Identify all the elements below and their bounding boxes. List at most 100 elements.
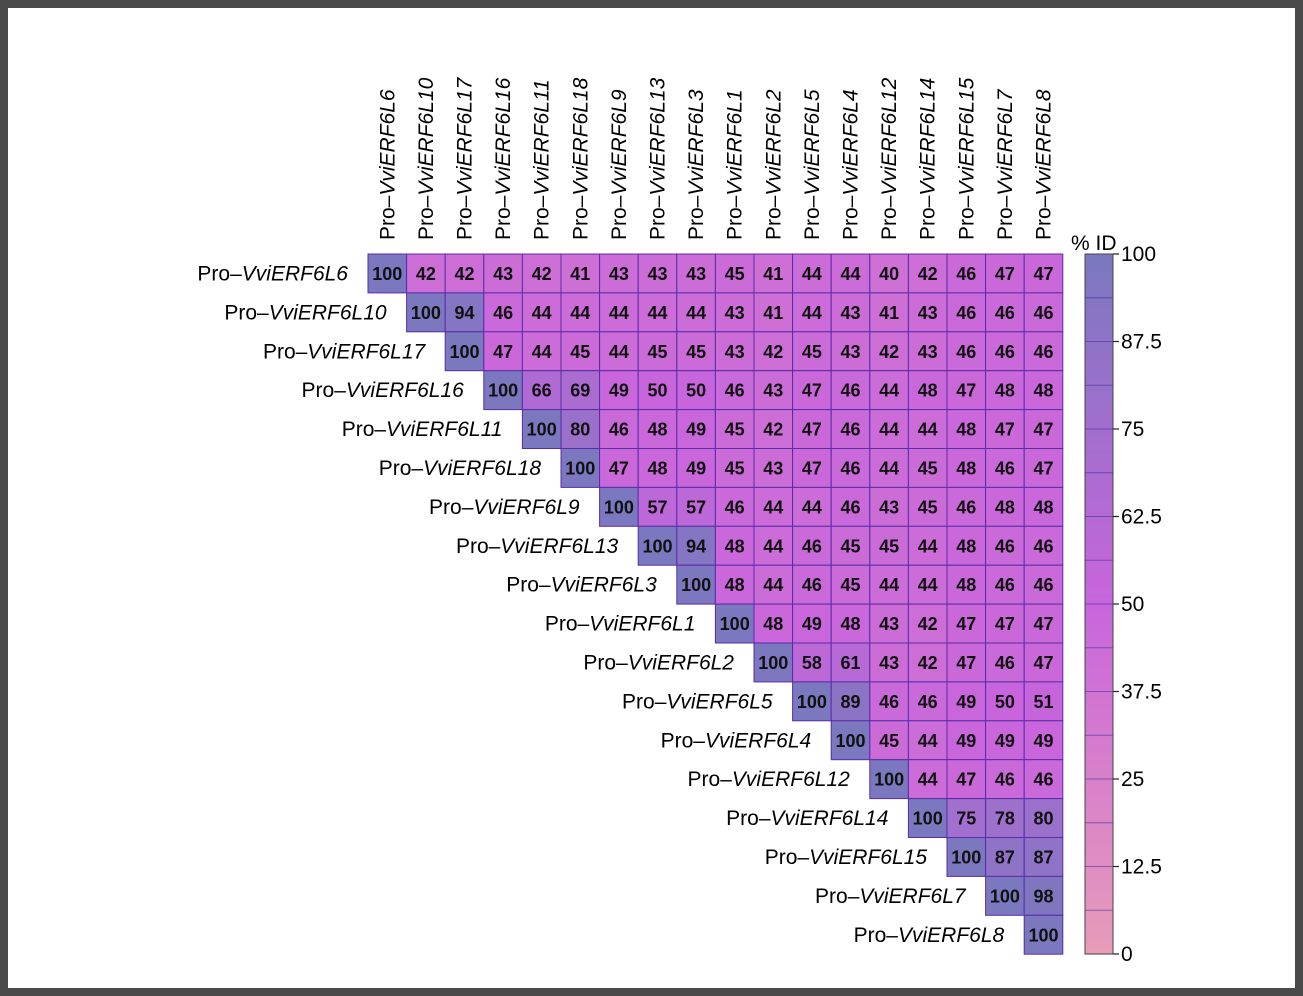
cell-value-label: 45 — [725, 458, 745, 478]
colorbar-segment — [1085, 344, 1113, 350]
heatmap-cell — [792, 409, 832, 450]
cell-value-label: 100 — [642, 536, 672, 556]
heatmap-cell — [830, 448, 871, 488]
colorbar-segment — [1085, 274, 1113, 280]
cell-value-label: 100 — [681, 575, 711, 595]
heatmap-cell — [946, 370, 987, 411]
colorbar-segment — [1085, 789, 1113, 795]
colorbar-segment — [1085, 664, 1113, 670]
cell-value-label: 44 — [879, 575, 899, 595]
cell-value-label: 47 — [956, 770, 976, 790]
heatmap-cell — [792, 564, 832, 605]
colorbar-segment — [1085, 364, 1113, 370]
heatmap-cell — [1023, 720, 1064, 761]
colorbar-segment — [1085, 559, 1113, 565]
colorbar-segment — [1085, 424, 1113, 430]
colorbar-segment — [1085, 674, 1113, 680]
row-label: Pro–VviERF6L18 — [379, 457, 542, 480]
cell-value-label: 46 — [918, 692, 938, 712]
heatmap-cell — [714, 525, 755, 566]
cell-value-label: 41 — [763, 264, 783, 284]
colorbar-segment — [1085, 304, 1113, 310]
colorbar-segment — [1085, 319, 1113, 325]
heatmap-cell — [792, 292, 832, 333]
cell-value-label: 46 — [956, 497, 976, 517]
cell-value-label: 43 — [725, 303, 745, 323]
colorbar-segment — [1085, 814, 1113, 820]
colorbar-segment — [1085, 939, 1113, 945]
heatmap-cell — [714, 292, 755, 333]
cell-value-label: 57 — [647, 497, 667, 517]
cell-value-label: 98 — [1033, 886, 1053, 906]
heatmap-cell — [946, 409, 987, 450]
colorbar-segment — [1085, 654, 1113, 660]
heatmap-cell — [1023, 331, 1064, 372]
colorbar-segment — [1085, 394, 1113, 400]
column-label: Pro–VviERF6L15 — [955, 77, 978, 240]
cell-value-label: 42 — [416, 264, 436, 284]
cell-value-label: 100 — [835, 731, 865, 751]
colorbar-segment — [1085, 349, 1113, 355]
cell-value-label: 100 — [604, 497, 634, 517]
colorbar-segment — [1085, 624, 1113, 630]
heatmap-cell — [869, 642, 909, 683]
cell-value-label: 46 — [725, 497, 745, 517]
colorbar-segment — [1085, 294, 1113, 300]
colorbar-segment — [1085, 829, 1113, 835]
heatmap-cell — [599, 409, 639, 450]
colorbar-title: % ID — [1071, 232, 1117, 255]
heatmap-cell — [753, 564, 794, 605]
colorbar-segment — [1085, 869, 1113, 875]
colorbar-segment — [1085, 479, 1113, 485]
cell-value-label: 46 — [1033, 342, 1053, 362]
cell-value-label: 45 — [686, 342, 706, 362]
heatmap-cell — [521, 370, 562, 411]
cell-value-label: 49 — [956, 692, 976, 712]
heatmap-cell — [483, 292, 523, 333]
colorbar-tick-label: 0 — [1121, 943, 1133, 966]
colorbar-tick-label: 12.5 — [1121, 856, 1162, 879]
cell-value-label: 46 — [956, 303, 976, 323]
heatmap-cell — [792, 486, 832, 527]
heatmap-cell — [792, 448, 832, 488]
colorbar-segment — [1085, 919, 1113, 925]
cell-value-label: 47 — [802, 458, 822, 478]
cell-value-label: 41 — [763, 303, 783, 323]
colorbar-segment — [1085, 619, 1113, 625]
cell-value-label: 100 — [758, 653, 788, 673]
heatmap-cell — [714, 486, 755, 527]
column-label: Pro–VviERF6L14 — [917, 78, 940, 240]
cell-value-label: 45 — [647, 342, 667, 362]
cell-value-label: 45 — [840, 575, 860, 595]
heatmap-cell — [714, 448, 755, 488]
cell-value-label: 100 — [913, 809, 943, 829]
heatmap-cell — [1023, 370, 1064, 411]
colorbar-segment — [1085, 284, 1113, 290]
cell-value-label: 42 — [918, 653, 938, 673]
column-labels: Pro–VviERF6L6 Pro–VviERF6L10 Pro–VviERF6L1… — [376, 76, 1055, 240]
cell-value-label: 42 — [918, 614, 938, 634]
colorbar-segment — [1085, 749, 1113, 755]
cell-value-label: 100 — [565, 458, 595, 478]
column-label: Pro–VviERF6L3 — [685, 89, 708, 240]
cell-value-label: 44 — [609, 303, 629, 323]
colorbar-segment — [1085, 884, 1113, 890]
cell-value-label: 48 — [995, 381, 1015, 401]
cell-value-label: 47 — [493, 342, 513, 362]
cell-value-label: 46 — [802, 536, 822, 556]
cell-value-label: 43 — [647, 264, 667, 284]
cell-value-label: 45 — [725, 264, 745, 284]
colorbar-segment — [1085, 549, 1113, 555]
heatmap-cell — [869, 603, 909, 644]
heatmap-cell — [869, 759, 909, 800]
cell-value-label: 44 — [879, 458, 899, 478]
cell-value-label: 46 — [879, 692, 899, 712]
column-label: Pro–VviERF6L10 — [415, 77, 438, 240]
colorbar-segment — [1085, 464, 1113, 470]
heatmap-cell — [985, 331, 1025, 372]
colorbar-segment — [1085, 484, 1113, 490]
colorbar-segment — [1085, 314, 1113, 320]
colorbar-segment — [1085, 374, 1113, 380]
row-label: Pro–VviERF6L12 — [688, 768, 851, 791]
heatmap-cell — [907, 798, 948, 838]
